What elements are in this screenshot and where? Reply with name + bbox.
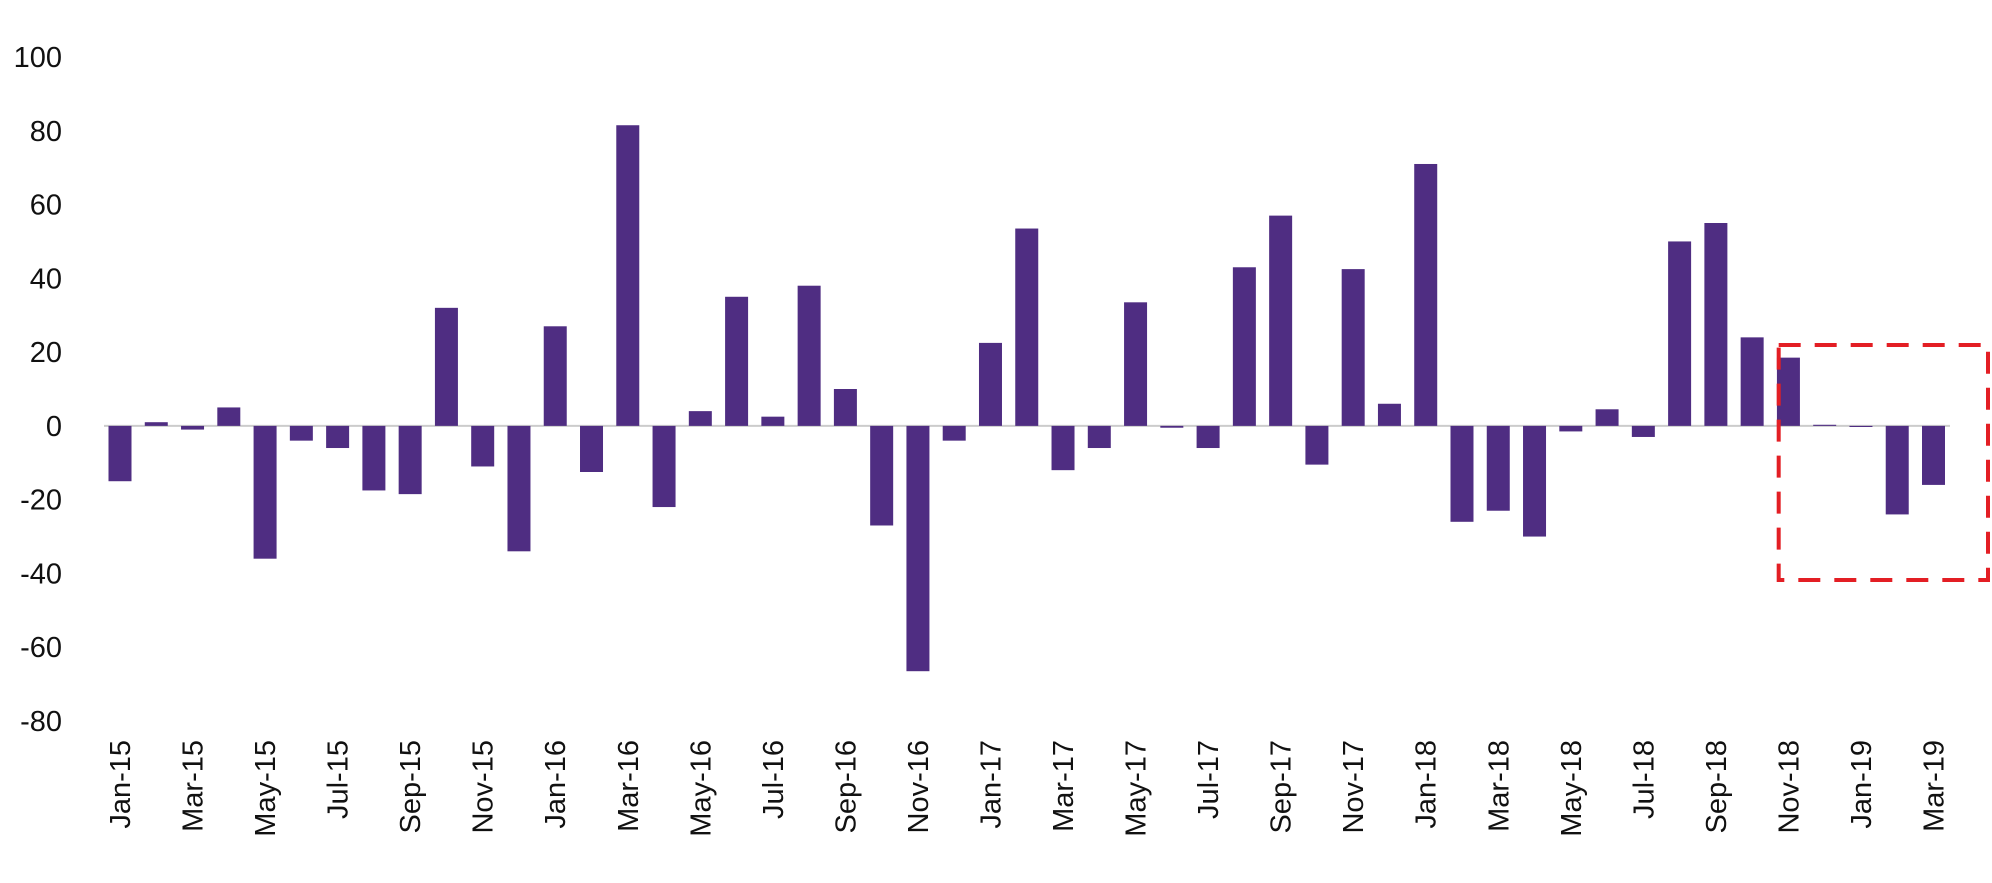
x-tick-label: Jan-19 xyxy=(1846,740,1878,829)
x-tick-label: May-16 xyxy=(685,740,717,837)
bar xyxy=(1232,267,1256,426)
x-tick-label: Nov-15 xyxy=(468,740,500,834)
bar xyxy=(1414,163,1438,426)
bar xyxy=(1559,425,1583,432)
bar xyxy=(1885,425,1909,515)
bar xyxy=(688,411,712,426)
y-tick-label: 60 xyxy=(30,190,62,222)
x-tick-label: Mar-16 xyxy=(613,740,645,832)
bar xyxy=(181,425,205,430)
x-tick-label: Jan-18 xyxy=(1411,740,1443,829)
bar xyxy=(398,425,422,495)
x-tick-label: Mar-19 xyxy=(1919,740,1951,832)
y-tick-label: 80 xyxy=(30,116,62,148)
bar xyxy=(978,342,1002,426)
bar xyxy=(1595,409,1619,426)
bar xyxy=(1704,223,1728,426)
bar xyxy=(108,425,132,482)
bar xyxy=(543,326,567,426)
x-tick-label: Mar-15 xyxy=(178,740,210,832)
y-tick-label: -40 xyxy=(20,558,62,590)
highlight-box xyxy=(1776,343,1990,582)
bar xyxy=(1776,357,1800,426)
bar xyxy=(761,416,785,426)
bar xyxy=(253,425,277,559)
x-tick-label: Jan-15 xyxy=(105,740,137,829)
bar xyxy=(580,425,604,472)
x-tick-label: Nov-17 xyxy=(1338,740,1370,834)
bar xyxy=(725,296,749,426)
bar xyxy=(1450,425,1474,522)
bar xyxy=(1813,424,1837,426)
bar xyxy=(1631,425,1655,437)
y-tick-label: 40 xyxy=(30,263,62,295)
y-tick-label: -80 xyxy=(20,706,62,738)
x-tick-label: May-17 xyxy=(1121,740,1153,837)
x-tick-label: Nov-16 xyxy=(903,740,935,834)
x-tick-label: Jul-16 xyxy=(758,740,790,819)
x-tick-label: Jul-17 xyxy=(1193,740,1225,819)
x-tick-label: Mar-18 xyxy=(1483,740,1515,832)
bar xyxy=(1377,403,1401,426)
bar xyxy=(1341,269,1365,426)
bar xyxy=(833,389,857,426)
x-tick-label: May-15 xyxy=(250,740,282,837)
bar xyxy=(507,425,531,552)
bar xyxy=(1160,425,1184,428)
y-axis: 100 80 60 40 20 0 -20 -40 -60 -80 xyxy=(14,42,62,738)
bar xyxy=(797,285,821,426)
bar xyxy=(906,425,930,672)
x-tick-label: Mar-17 xyxy=(1048,740,1080,832)
y-tick-label: -60 xyxy=(20,632,62,664)
bar xyxy=(326,425,350,449)
y-tick-label: 20 xyxy=(30,337,62,369)
x-tick-label: Sep-15 xyxy=(395,740,427,834)
bar xyxy=(1740,337,1764,426)
bar xyxy=(1922,425,1945,485)
x-tick-label: Jan-17 xyxy=(975,740,1007,829)
bar xyxy=(434,307,458,426)
bar xyxy=(652,425,676,508)
bar xyxy=(1087,425,1111,449)
bar xyxy=(217,407,241,426)
bar xyxy=(1849,425,1873,427)
bar xyxy=(1486,425,1510,511)
x-tick-label: May-18 xyxy=(1556,740,1588,837)
bar xyxy=(1196,425,1220,449)
bar xyxy=(362,425,386,491)
bar xyxy=(1523,425,1547,537)
bar xyxy=(616,125,640,426)
bar xyxy=(1269,215,1293,426)
x-axis: Jan-15 Mar-15 May-15 Jul-15 Sep-15 Nov-15 Jan-… xyxy=(105,740,1951,837)
bar xyxy=(1668,241,1692,426)
bar xyxy=(144,422,168,426)
x-tick-label: Jan-16 xyxy=(540,740,572,829)
y-tick-label: 100 xyxy=(14,42,62,74)
bar xyxy=(289,425,313,441)
bar xyxy=(471,425,495,467)
y-tick-label: 0 xyxy=(46,411,62,443)
x-tick-label: Jul-18 xyxy=(1628,740,1660,819)
x-tick-label: Sep-18 xyxy=(1701,740,1733,834)
x-tick-label: Sep-16 xyxy=(830,740,862,834)
x-tick-label: Jul-15 xyxy=(323,740,355,819)
bars xyxy=(108,125,1945,672)
bar xyxy=(1015,228,1039,426)
bar xyxy=(1124,302,1148,426)
bar xyxy=(1305,425,1329,465)
x-tick-label: Sep-17 xyxy=(1266,740,1298,834)
bar xyxy=(1051,425,1075,471)
bar xyxy=(942,425,966,441)
x-tick-label: Nov-18 xyxy=(1773,740,1805,834)
bar xyxy=(870,425,894,526)
y-tick-label: -20 xyxy=(20,485,62,517)
